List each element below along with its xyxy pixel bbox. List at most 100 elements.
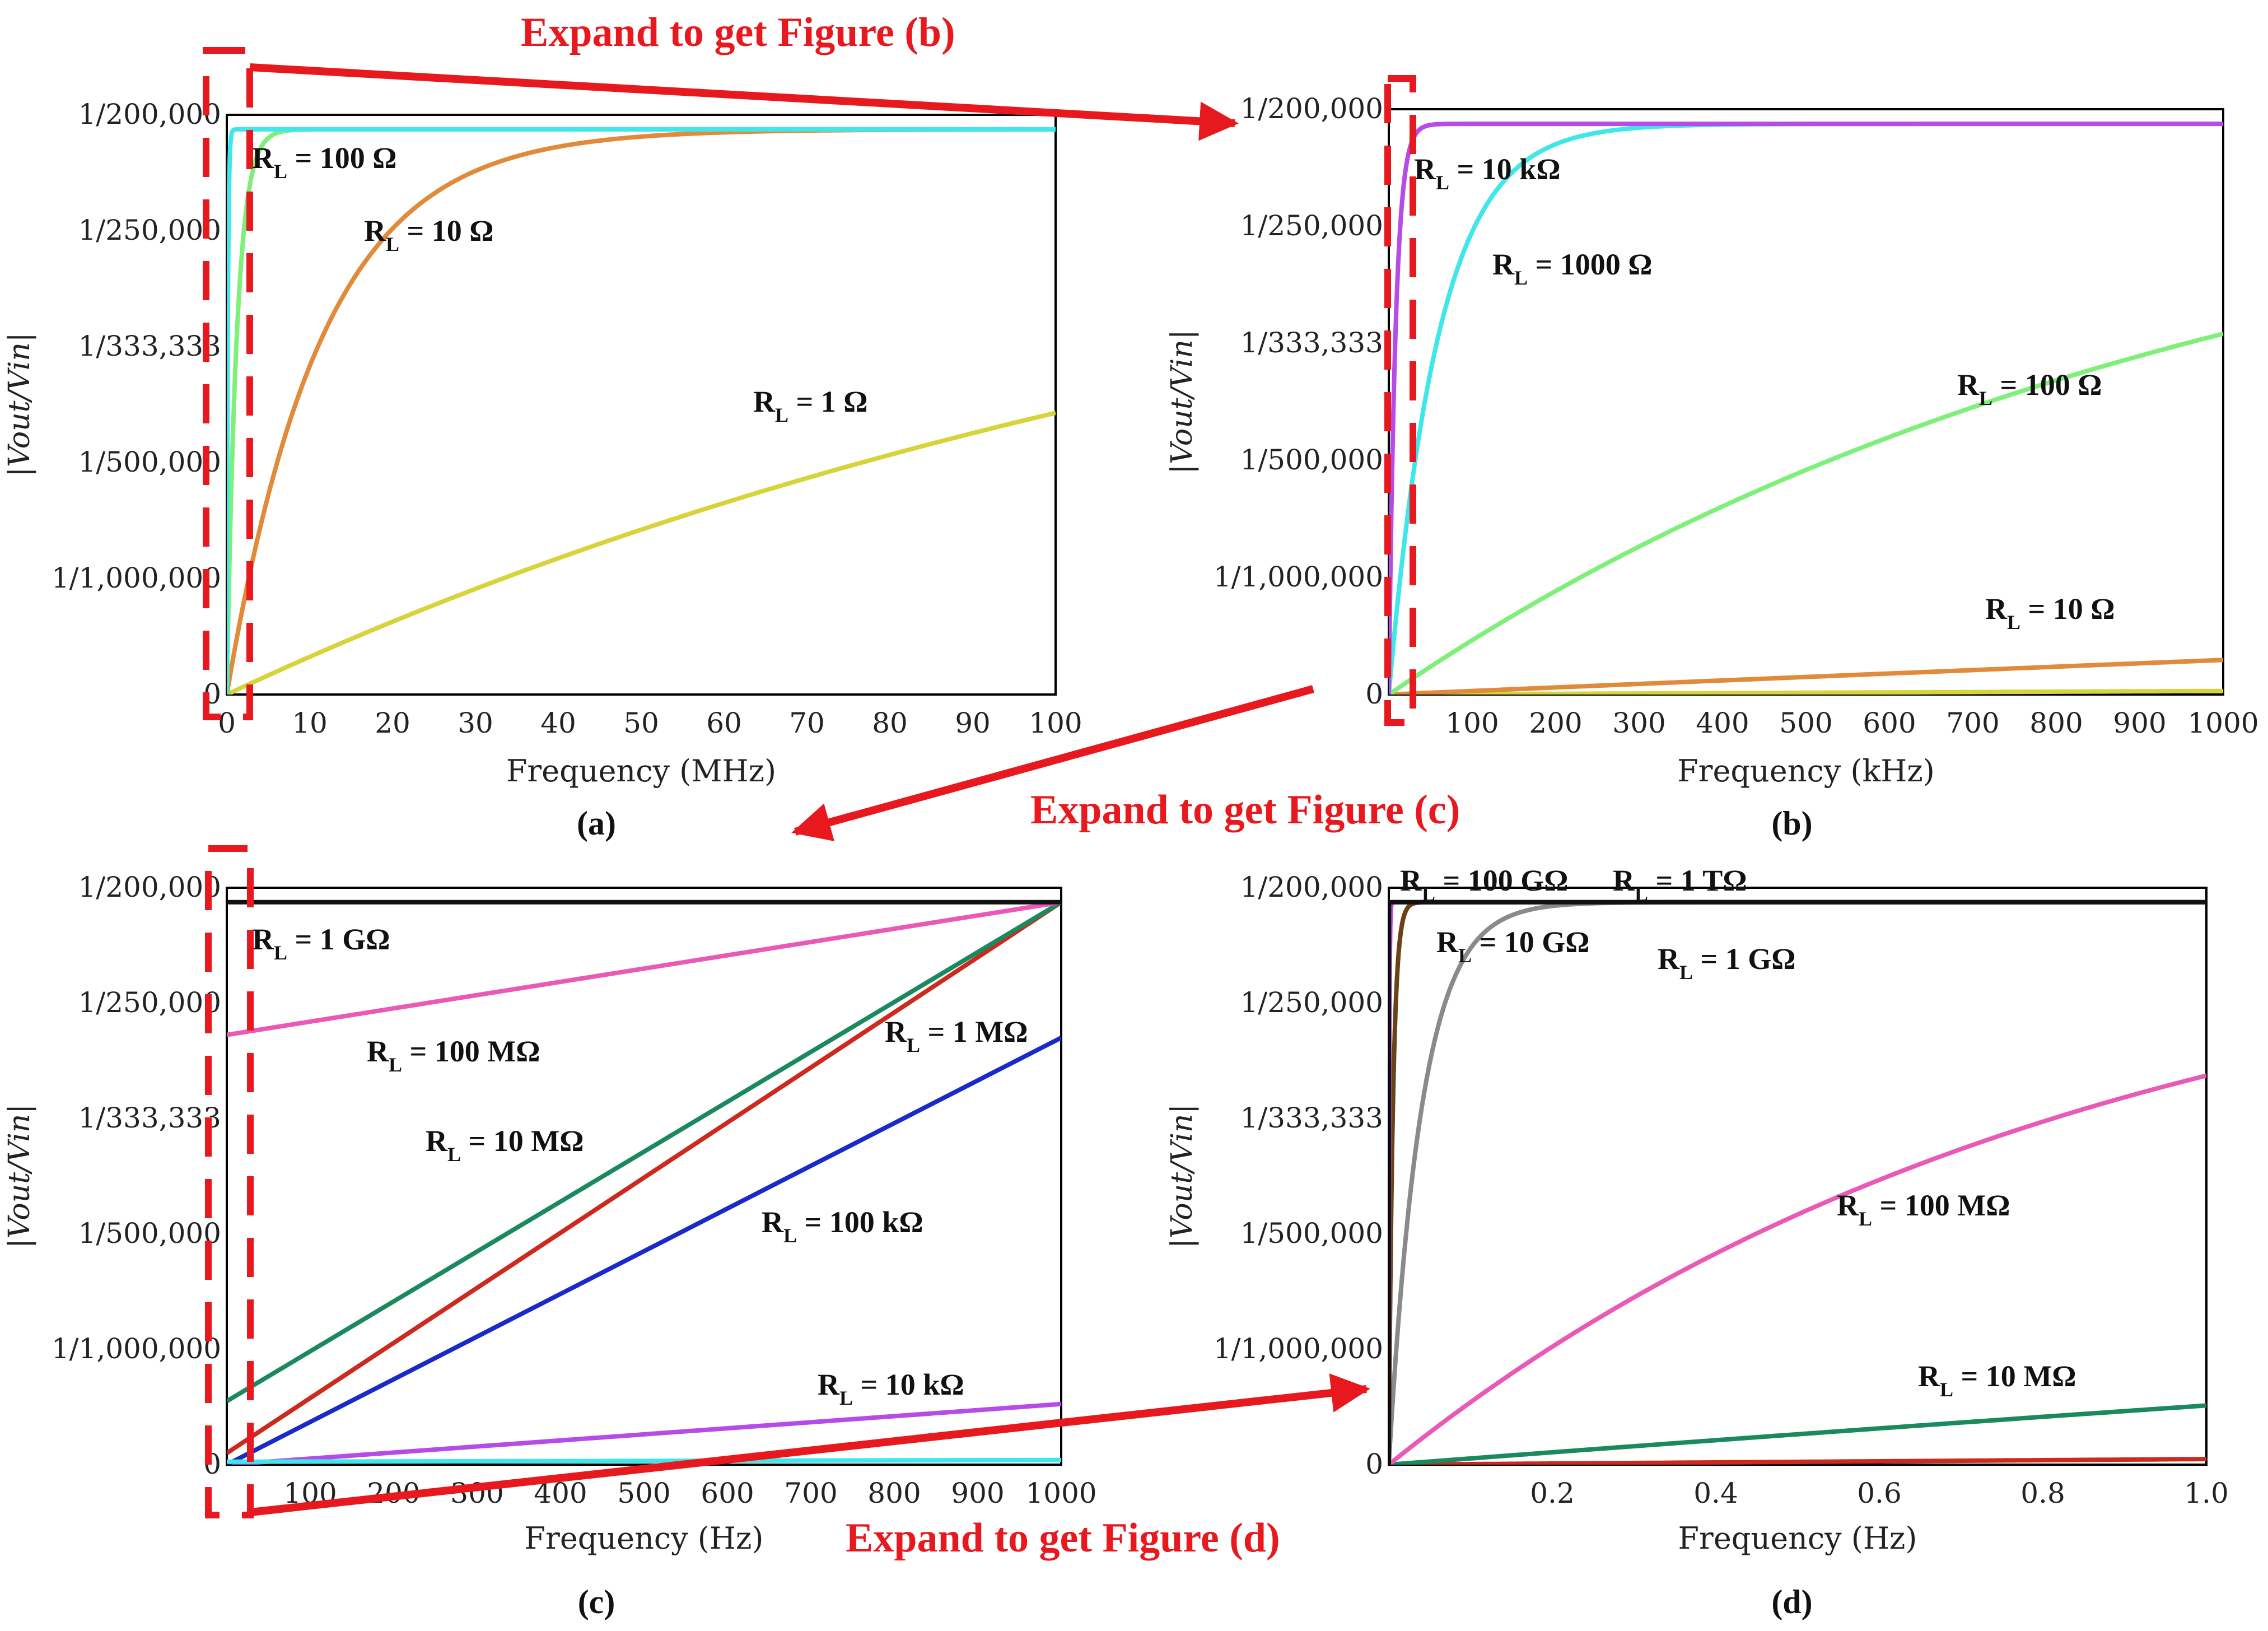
x-tick-label: 100 (1029, 707, 1082, 739)
arrow-to-b (249, 63, 1239, 141)
curve-annotation: RL = 10 MΩ (426, 1124, 584, 1166)
y-tick-label: 1/200,000 (1240, 92, 1383, 125)
expand-label-d: Expand to get Figure (d) (846, 1515, 1280, 1561)
x-tick-label: 0 (218, 707, 236, 739)
curve-annotation: RL = 1 TΩ (1613, 864, 1747, 905)
expand-label-b: Expand to get Figure (b) (521, 10, 955, 55)
plot-frame (1388, 887, 2208, 1466)
x-tick-label: 70 (789, 707, 825, 739)
x-tick-label: 80 (872, 707, 908, 739)
x-tick-label: 800 (2029, 707, 2083, 739)
series-group (1389, 900, 2206, 1465)
x-tick-label: 200 (1529, 707, 1582, 739)
x-tick-label: 50 (623, 707, 659, 739)
x-axis-label: Frequency (Hz) (525, 1521, 764, 1556)
y-tick-label: 1/1,000,000 (1214, 561, 1383, 593)
y-axis-label: |Vout/Vin| (1165, 1104, 1199, 1248)
series-line (227, 900, 1061, 1404)
series-line (1389, 900, 2206, 1465)
expand-label-c: Expand to get Figure (c) (1030, 787, 1460, 833)
y-axis-label: |Vout/Vin| (3, 333, 36, 477)
y-tick-label: 1/333,333 (1240, 1102, 1383, 1134)
x-tick-label: 0.6 (1857, 1477, 1902, 1509)
y-tick-label: 0 (1365, 1448, 1383, 1480)
x-tick-label: 500 (1779, 707, 1832, 739)
highlight-box-c (205, 845, 254, 1518)
y-tick-label: 1/250,000 (78, 986, 221, 1019)
plot-frame (226, 887, 1062, 1466)
x-tick-label: 40 (540, 707, 576, 739)
chart-a: 0 1/1,000,000 1/500,000 1/333,333 1/250,000 1… (3, 98, 1082, 842)
series-line (1389, 1403, 2206, 1465)
y-axis-label: |Vout/Vin| (3, 1104, 36, 1248)
y-tick-label: 1/1,000,000 (52, 562, 221, 594)
y-axis-label: |Vout/Vin| (1165, 330, 1199, 474)
y-tick-label: 1/333,333 (78, 330, 221, 362)
x-tick-label: 1.0 (2184, 1477, 2229, 1509)
panel-label: (d) (1771, 1583, 1812, 1620)
series-group (1389, 122, 2223, 695)
x-tick-label: 1000 (1025, 1477, 1096, 1509)
x-tick-label: 900 (2113, 707, 2166, 739)
curve-annotation: RL = 1000 Ω (1492, 248, 1653, 289)
x-tick-label: 700 (784, 1477, 837, 1509)
highlight-box-a (203, 47, 253, 720)
y-tick-label: 1/333,333 (78, 1102, 221, 1134)
y-tick-label: 1/1,000,000 (52, 1332, 221, 1365)
series-line (1389, 658, 2223, 695)
chart-d: 0 1/1,000,000 1/500,000 1/333,333 1/250,000 1… (1165, 864, 2229, 1620)
series-line (1389, 900, 2206, 1465)
curve-annotation: RL = 1 MΩ (885, 1015, 1028, 1056)
curve-annotation: RL = 1 Ω (753, 385, 868, 426)
curve-annotation: RL = 10 Ω (1985, 592, 2115, 633)
x-tick-label: 800 (867, 1477, 921, 1509)
curve-annotation: RL = 100 Ω (1957, 368, 2102, 409)
panel-label: (c) (578, 1583, 615, 1620)
series-line (1389, 900, 2206, 1465)
x-axis-label: Frequency (Hz) (1678, 1521, 1917, 1556)
curve-annotation: RL = 1 GΩ (1658, 942, 1796, 984)
series-line (1389, 900, 2206, 1465)
curve-annotation: RL = 100 kΩ (762, 1205, 923, 1247)
series-line (227, 127, 1056, 695)
x-tick-label: 700 (1946, 707, 1999, 739)
curve-annotation: RL = 100 MΩ (1837, 1189, 2010, 1230)
curve-annotation: RL = 10 kΩ (818, 1368, 964, 1409)
y-tick-label: 1/200,000 (78, 98, 221, 131)
arrow-to-d (250, 1373, 1370, 1516)
curve-annotation: RL = 100 MΩ (367, 1034, 540, 1076)
y-tick-label: 1/250,000 (1240, 986, 1383, 1019)
x-tick-label: 10 (292, 707, 328, 739)
curve-annotation: RL = 100 GΩ (1400, 864, 1569, 905)
x-tick-label: 90 (955, 707, 991, 739)
curve-annotation: RL = 10 MΩ (1918, 1359, 2076, 1401)
y-tick-label: 1/333,333 (1240, 327, 1383, 359)
panel-label: (b) (1771, 805, 1812, 842)
x-tick-label: 0.8 (2020, 1477, 2065, 1509)
series-line (227, 1401, 1061, 1465)
y-tick-label: 1/200,000 (78, 871, 221, 903)
curve-annotation: RL = 100 Ω (252, 141, 397, 183)
panel-label: (a) (577, 805, 616, 842)
plot-frame (226, 114, 1057, 696)
x-axis-label: Frequency (MHz) (506, 753, 776, 789)
y-tick-label: 1/250,000 (78, 214, 221, 246)
series-line (1389, 332, 2223, 695)
series-group (227, 127, 1056, 695)
chart-b: 0 1/1,000,000 1/500,000 1/333,333 1/250,000 1… (1165, 92, 2259, 842)
x-tick-label: 600 (1863, 707, 1916, 739)
y-tick-label: 1/250,000 (1240, 209, 1383, 242)
x-tick-label: 900 (951, 1477, 1004, 1509)
y-tick-label: 1/500,000 (1240, 444, 1383, 476)
y-tick-label: 1/500,000 (1240, 1217, 1383, 1250)
x-tick-label: 60 (706, 707, 742, 739)
series-line (227, 127, 1056, 695)
x-tick-label: 20 (375, 707, 410, 739)
x-tick-label: 0.4 (1693, 1477, 1738, 1509)
series-line (227, 1457, 1061, 1464)
x-tick-label: 0.2 (1530, 1477, 1575, 1509)
highlight-box-b (1384, 75, 1416, 726)
x-tick-label: 400 (1696, 707, 1749, 739)
